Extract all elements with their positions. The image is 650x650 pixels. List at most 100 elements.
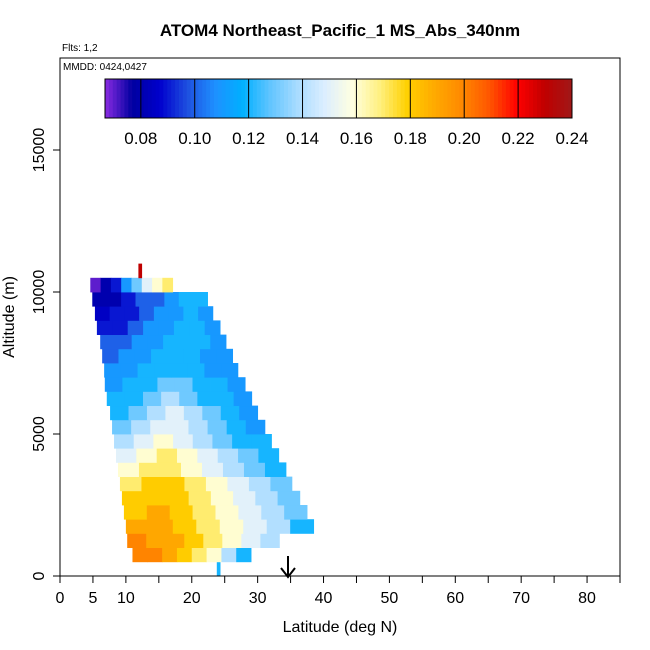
y-axis-label: Altitude (m) — [1, 276, 18, 358]
colorbar-swatch — [536, 79, 542, 118]
colorbar-swatch — [404, 79, 410, 118]
colorbar-tick-label: 0.14 — [286, 129, 319, 148]
colorbar-swatch — [556, 79, 561, 118]
cell — [143, 320, 159, 336]
colorbar-swatch — [140, 79, 145, 118]
colorbar-swatch — [155, 79, 160, 118]
curtain — [90, 263, 315, 577]
colorbar-swatch — [120, 79, 125, 118]
colorbar-swatch — [221, 79, 227, 118]
colorbar-swatch — [178, 79, 184, 118]
cell — [233, 391, 253, 407]
cell — [139, 306, 155, 321]
plot-frame — [59, 57, 621, 577]
colorbar-swatch — [241, 79, 246, 118]
colorbar-swatch — [237, 79, 242, 118]
cell — [131, 277, 143, 293]
cell — [116, 448, 137, 463]
y-tick-label: 10000 — [31, 270, 48, 315]
cell — [233, 490, 256, 506]
cell — [146, 405, 166, 421]
colorbar-swatch — [108, 79, 114, 118]
colorbar-tick-label: 0.18 — [394, 129, 427, 148]
cell — [184, 533, 204, 549]
cell — [189, 320, 206, 336]
colorbar-swatch — [529, 79, 534, 118]
colorbar-swatch — [151, 79, 157, 118]
colorbar-swatch — [490, 79, 495, 118]
cell — [197, 448, 219, 463]
cell — [216, 561, 221, 577]
cell — [260, 533, 280, 549]
cell — [165, 533, 185, 549]
colorbar-swatch — [517, 79, 522, 118]
colorbar-swatch — [521, 79, 526, 118]
colorbar-swatch — [276, 79, 281, 118]
colorbar-swatch — [116, 79, 122, 118]
colorbar-swatch — [486, 79, 491, 118]
cell — [241, 533, 261, 549]
cell — [201, 462, 224, 478]
cell — [198, 306, 214, 321]
cell — [258, 448, 280, 463]
cell — [124, 306, 140, 321]
x-axis-label: Latitude (deg N) — [283, 619, 398, 636]
cell — [102, 348, 119, 364]
cell — [127, 320, 144, 336]
cell — [151, 348, 168, 364]
cell — [121, 277, 132, 293]
cell — [120, 363, 138, 378]
colorbar-swatch — [206, 79, 211, 118]
cell — [177, 448, 198, 463]
colorbar-swatch — [385, 79, 390, 118]
colorbar-swatch — [260, 79, 266, 118]
colorbar-swatch — [392, 79, 398, 118]
colorbar-swatch — [346, 79, 351, 118]
colorbar-swatch — [431, 79, 437, 118]
colorbar-swatch — [509, 79, 515, 118]
arrow-head — [280, 567, 296, 579]
cell — [236, 547, 252, 563]
cell — [150, 419, 170, 435]
colorbar-swatch — [540, 79, 546, 118]
cell — [205, 476, 228, 492]
x-tick-label: 50 — [381, 590, 399, 607]
colorbar-swatch — [194, 79, 199, 118]
colorbar-swatch — [330, 79, 336, 118]
cell — [173, 320, 190, 336]
cell — [109, 306, 125, 321]
colorbar-tick-label: 0.24 — [555, 129, 588, 148]
colorbar-swatch — [381, 79, 386, 118]
cell — [164, 292, 180, 307]
cell — [210, 334, 227, 350]
colorbar-swatch — [291, 79, 297, 118]
colorbar-swatch — [334, 79, 339, 118]
colorbar-swatch — [548, 79, 554, 118]
cell — [270, 476, 293, 492]
cell — [100, 334, 117, 350]
cell — [238, 448, 259, 463]
cell — [232, 434, 253, 449]
colorbar-swatch — [272, 79, 277, 118]
cell — [179, 391, 198, 407]
colorbar-tick-label: 0.08 — [124, 129, 157, 148]
colorbar-swatch — [319, 79, 324, 118]
cell — [122, 377, 141, 392]
cell — [123, 505, 148, 520]
cell — [171, 363, 189, 378]
cell — [153, 434, 174, 449]
colorbar-swatch — [303, 79, 308, 118]
cell — [226, 419, 247, 435]
cell — [222, 462, 245, 478]
cell — [162, 476, 185, 492]
cell — [117, 462, 140, 478]
x-tick-label: 0 — [56, 590, 65, 607]
cell — [176, 547, 193, 563]
cell — [156, 448, 178, 463]
colorbar-tick-label: 0.10 — [178, 129, 211, 148]
cell — [290, 519, 315, 534]
cell — [191, 547, 207, 563]
colorbar-tick-label: 0.12 — [232, 129, 265, 148]
